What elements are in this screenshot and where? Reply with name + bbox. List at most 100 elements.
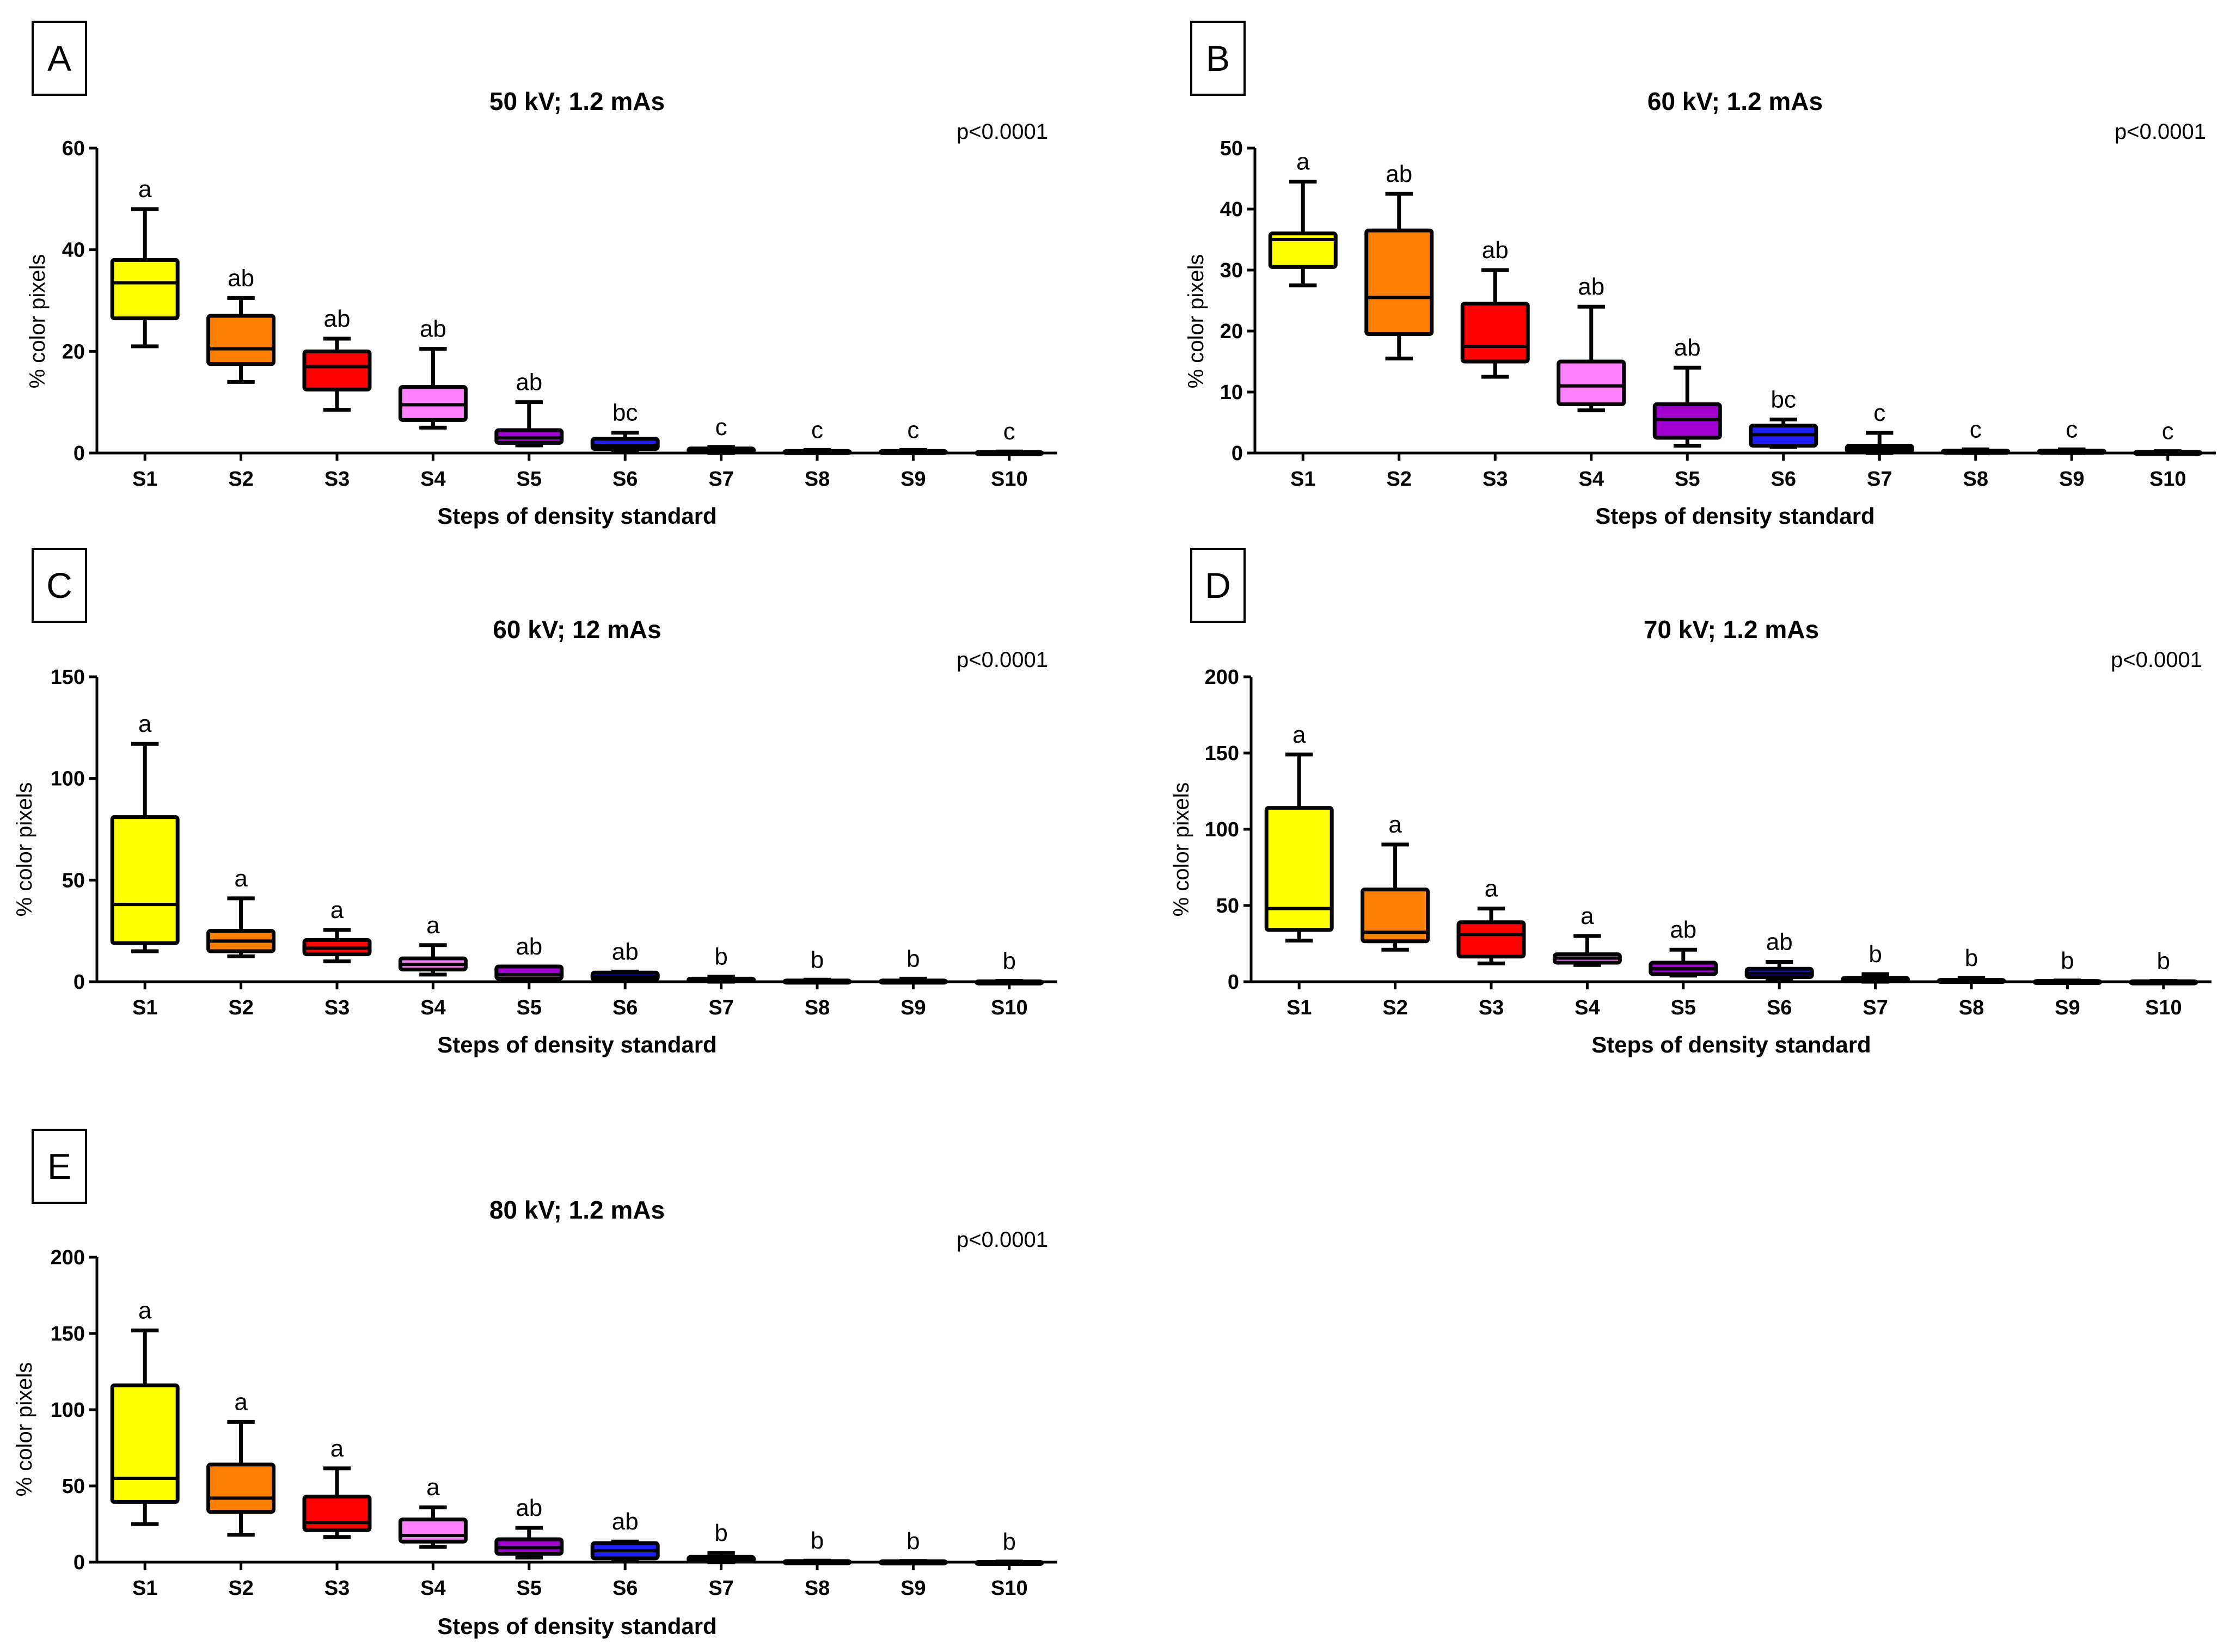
box-iqr: [110, 815, 180, 945]
significance-label: b: [2157, 948, 2170, 975]
significance-label: a: [426, 1474, 440, 1501]
x-tick-label: S6: [612, 468, 638, 491]
box-s1: a: [110, 1297, 180, 1526]
x-tick-label: S7: [1863, 996, 1888, 1019]
chart-title: 80 kV; 1.2 mAs: [489, 1196, 665, 1224]
y-tick-label: 200: [1205, 666, 1239, 689]
box-s5: ab: [1652, 334, 1722, 448]
chart-title: 70 kV; 1.2 mAs: [1644, 615, 1819, 644]
significance-label: b: [906, 1528, 920, 1555]
significance-label: bc: [1771, 386, 1796, 413]
box-s5: ab: [1649, 916, 1718, 978]
box-iqr: [494, 964, 564, 981]
box-s2: a: [206, 865, 276, 958]
x-tick-label: S2: [228, 468, 253, 491]
panel-a: A 50 kV; 1.2 mAs p<0.0001 Steps of densi…: [26, 21, 1057, 529]
box-iqr: [1364, 228, 1434, 336]
x-tick-label: S9: [900, 996, 926, 1019]
significance-label: a: [330, 897, 344, 923]
significance-label: c: [1873, 400, 1885, 426]
box-s6: ab: [590, 938, 660, 983]
box-iqr: [398, 1518, 468, 1544]
significance-label: b: [906, 945, 920, 972]
y-tick-label: 50: [62, 1475, 85, 1498]
box-s9: b: [878, 945, 948, 985]
x-tick-label: S7: [1867, 468, 1892, 491]
x-tick-label: S1: [1286, 996, 1312, 1019]
y-tick-label: 0: [1232, 442, 1243, 465]
panel-letter-box: [1190, 21, 1246, 96]
significance-label: a: [1292, 721, 1306, 748]
box-s9: b: [2032, 947, 2102, 986]
x-axis-label: Steps of density standard: [1591, 1032, 1871, 1057]
x-tick-label: S9: [2059, 468, 2084, 491]
box-s10: c: [975, 418, 1044, 456]
plot-area: 0 10 20 30 40 50 S1 a S2 ab S3 ab S4 ab S5 ab S6 bc S7 c S8 c…: [1220, 137, 2216, 491]
box-s6: bc: [590, 400, 660, 454]
x-tick-label: S7: [708, 996, 733, 1019]
box-s3: a: [1456, 876, 1526, 965]
y-tick-label: 30: [1220, 259, 1243, 282]
y-tick-label: 150: [51, 1323, 85, 1345]
x-tick-label: S4: [420, 468, 445, 491]
significance-label: bc: [612, 400, 638, 426]
x-tick-label: S1: [132, 996, 157, 1019]
box-s1: a: [1264, 721, 1334, 943]
box-s7: c: [687, 414, 756, 455]
significance-label: a: [138, 711, 152, 737]
box-s5: ab: [494, 369, 564, 448]
box-s3: a: [302, 1435, 372, 1539]
plot-area: 0 50 100 150 S1 a S2 a S3 a S4 a S5 ab S6 ab S7 b S8 b S9 b S1…: [51, 666, 1057, 1019]
significance-label: a: [138, 1297, 152, 1324]
x-tick-label: S2: [1387, 468, 1412, 491]
box-iqr: [206, 314, 276, 366]
x-tick-label: S3: [324, 996, 350, 1019]
x-tick-label: S6: [612, 996, 638, 1019]
x-tick-label: S1: [1290, 468, 1315, 491]
box-iqr: [110, 258, 180, 321]
significance-label: c: [811, 417, 823, 443]
x-tick-label: S2: [1382, 996, 1407, 1019]
significance-label: ab: [612, 938, 639, 965]
p-value-annotation: p<0.0001: [957, 120, 1048, 144]
panel-letter-box: [32, 21, 87, 96]
significance-label: ab: [516, 933, 542, 960]
significance-label: b: [2061, 947, 2074, 974]
panel-letter: C: [46, 565, 72, 605]
significance-label: b: [1003, 1528, 1016, 1555]
panel-letter: D: [1205, 565, 1231, 605]
significance-label: ab: [612, 1508, 639, 1535]
x-tick-label: S3: [324, 468, 350, 491]
panel-letter: E: [47, 1146, 71, 1186]
y-axis-label: % color pixels: [13, 1362, 36, 1497]
panel-letter: B: [1206, 38, 1230, 78]
y-tick-label: 10: [1220, 381, 1243, 404]
panel-letter-box: [32, 548, 87, 623]
box-s4: ab: [1557, 273, 1626, 413]
x-tick-label: S10: [991, 1577, 1028, 1600]
box-s9: b: [878, 1528, 948, 1565]
panel-letter-box: [32, 1129, 87, 1204]
panel-letter-box: [1190, 548, 1246, 623]
box-s3: ab: [1460, 237, 1530, 379]
x-tick-label: S3: [324, 1577, 350, 1600]
significance-label: ab: [1670, 916, 1696, 943]
x-tick-label: S1: [132, 1577, 157, 1600]
x-tick-label: S6: [612, 1577, 638, 1600]
x-tick-label: S10: [991, 996, 1028, 1019]
x-tick-label: S8: [805, 996, 830, 1019]
y-tick-label: 100: [1205, 818, 1239, 841]
box-iqr: [302, 349, 372, 391]
significance-label: b: [811, 946, 824, 973]
significance-label: b: [1003, 948, 1016, 975]
box-iqr: [206, 1463, 276, 1514]
box-s1: a: [1268, 149, 1338, 287]
x-tick-label: S10: [2149, 468, 2186, 491]
x-tick-label: S4: [1575, 996, 1600, 1019]
panel-letter: A: [47, 38, 71, 78]
significance-label: c: [907, 417, 919, 443]
p-value-annotation: p<0.0001: [957, 648, 1048, 672]
box-s10: c: [2133, 418, 2203, 456]
box-s8: b: [782, 946, 852, 985]
y-tick-label: 20: [1220, 320, 1243, 343]
